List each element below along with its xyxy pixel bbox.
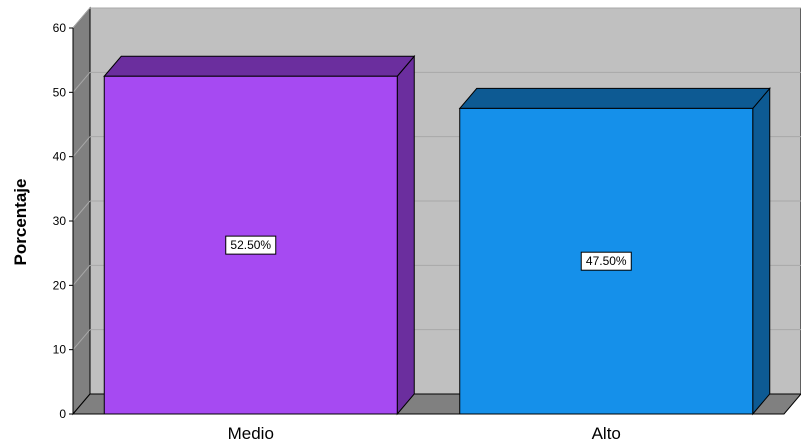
- y-tick-label: 20: [53, 278, 67, 292]
- y-tick-label: 0: [59, 407, 66, 421]
- bar-medio: 52.50%: [103, 54, 416, 416]
- data-label-box: [580, 251, 632, 271]
- gridline-side: [72, 265, 91, 286]
- bar-top: [458, 87, 771, 109]
- data-label-box: [225, 235, 277, 255]
- y-tick-label: 30: [53, 214, 67, 228]
- bar-side: [396, 54, 415, 416]
- y-tick-label: 10: [53, 343, 67, 357]
- y-tick-label: 40: [53, 150, 67, 164]
- gridline-side: [72, 7, 91, 29]
- bar-top: [103, 55, 416, 77]
- x-tick-label: Alto: [592, 424, 621, 443]
- y-axis-title: Porcentaje: [11, 179, 30, 266]
- gridline-side: [72, 329, 91, 350]
- data-label: 52.50%: [230, 238, 271, 252]
- y-axis-ticks: 0 10 20 30 40 50 60: [53, 21, 74, 421]
- bar-alto: 47.50%: [458, 87, 771, 416]
- x-axis-labels: Medio Alto: [228, 424, 621, 443]
- x-tick-label: Medio: [228, 424, 274, 443]
- bar-side: [752, 87, 771, 416]
- data-label: 47.50%: [586, 254, 627, 268]
- y-tick-label: 60: [53, 21, 67, 35]
- y-tick-label: 50: [53, 85, 67, 99]
- gridline-side: [72, 72, 91, 93]
- bars: 52.50% 47.50%: [103, 54, 771, 416]
- gridline-side: [72, 136, 91, 157]
- gridline-side: [72, 200, 91, 222]
